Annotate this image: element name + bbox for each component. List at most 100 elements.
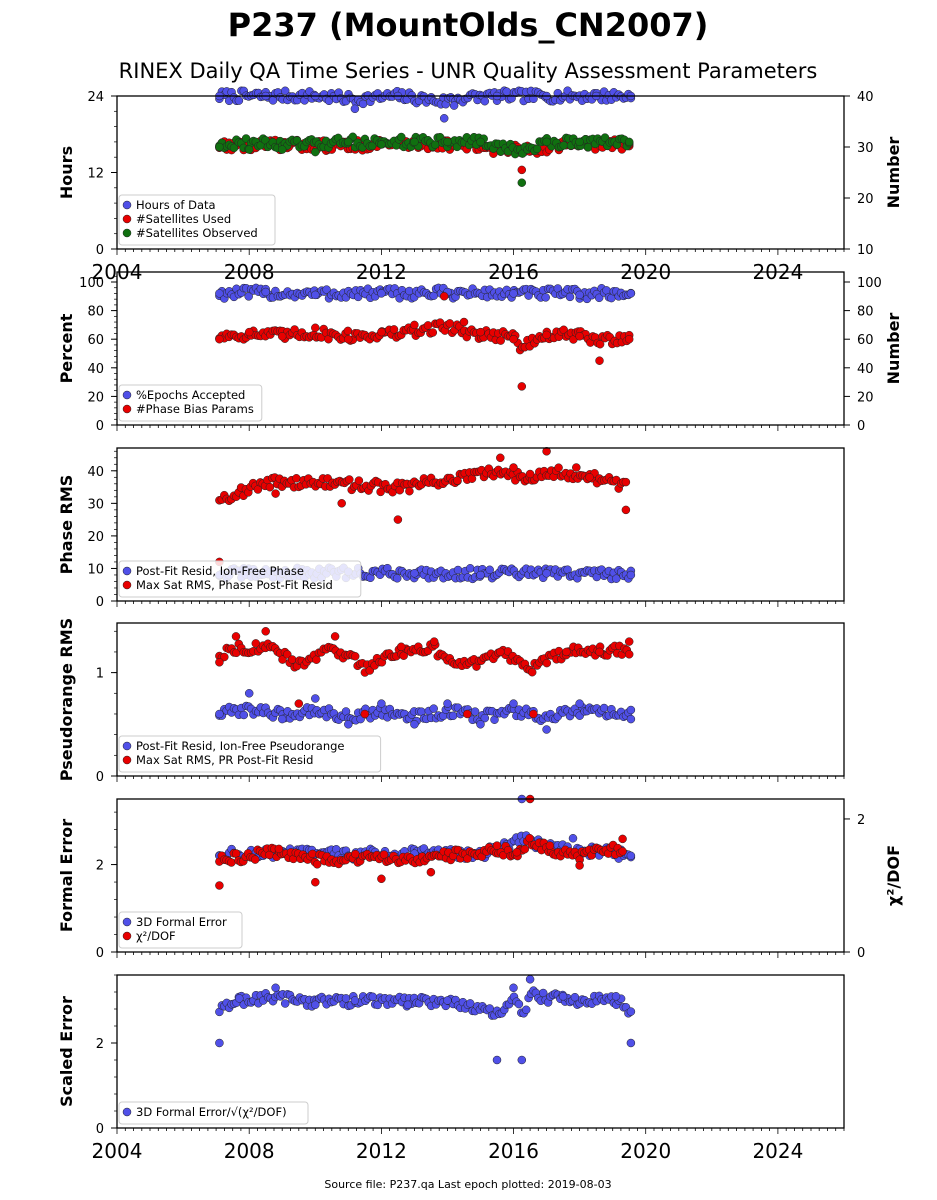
data-point [377,289,386,298]
data-point [215,881,224,890]
data-point [244,327,254,337]
data-point [280,999,290,1008]
data-point [465,999,475,1008]
data-point [311,290,320,300]
y-right-tick-label: 40 [857,362,874,377]
data-point [542,725,551,734]
x-ticks [116,1128,845,1134]
data-point [465,564,475,573]
data-point [274,844,284,854]
data-point [322,285,331,294]
data-point [545,841,555,850]
data-point [480,96,490,106]
data-point [541,293,550,302]
data-point [621,505,631,515]
data-point [215,709,224,719]
y-axis-label: Percent [57,313,76,383]
y-tick-label: 60 [87,333,104,348]
data-point [396,642,406,652]
data-point [624,650,634,659]
data-point [626,851,636,861]
y-tick-label: 20 [87,530,104,545]
legend-label: 3D Formal Error [136,915,227,929]
y-tick-label: 80 [87,305,104,320]
data-point [559,141,568,150]
data-point [512,847,522,857]
data-point [410,569,419,578]
data-point [244,689,254,698]
data-points-3 [215,447,636,584]
y-tick-label: 1 [96,667,104,682]
legend-label: χ²/DOF [136,929,176,943]
y-right-axis-label: χ²/DOF [884,845,903,906]
data-point [612,574,621,583]
data-point [525,975,535,984]
data-point [312,860,322,869]
data-point [439,292,449,301]
data-point [265,482,275,492]
data-point [618,834,627,844]
x-ticks [116,601,845,607]
data-point [509,289,518,298]
panels: 2004 2008 2012 2016 2020 202401224Hours102030… [57,86,903,1163]
data-points-2 [215,283,636,391]
data-point [583,142,593,152]
x-ticks [116,425,845,431]
data-point [423,321,433,330]
data-point [294,699,304,708]
data-points-4 [215,627,636,734]
y-right-axis-label: Number [884,313,903,385]
data-point [542,658,552,668]
data-point [426,867,436,877]
data-point [496,453,505,463]
data-point [344,334,353,344]
data-point [377,874,386,884]
legend-label: #Phase Bias Params [136,402,254,416]
data-points-1 [215,86,636,187]
series-2-2 [215,292,634,391]
y-tick-label: 100 [79,276,104,291]
data-point [350,996,360,1005]
data-point [585,473,594,482]
data-point [517,1055,527,1065]
legend-marker [122,390,132,400]
data-point [542,330,551,340]
legend: Hours of Data#Satellites Used#Satellites… [118,194,276,246]
data-point [521,1005,531,1015]
data-point [354,476,364,485]
y-right-tick-label: 0 [857,946,865,961]
y-axis-label: Formal Error [57,819,76,932]
legend-marker [122,931,132,941]
data-point [215,334,224,344]
legend-marker [122,214,132,224]
data-point [271,489,280,498]
data-point [443,137,452,147]
data-point [626,289,636,298]
y-tick-label: 0 [96,770,104,785]
data-point [626,570,636,580]
data-point [350,104,360,114]
chart-panel-3: 0 10 20 30 40 Phase RMS Post-Fit Resid, Ion-Fr… [57,447,845,610]
legend: 3D Formal Error/√(χ²/DOF) [118,1101,309,1125]
data-point [215,142,224,152]
x-tick-label: 2016 [488,1139,539,1163]
data-point [485,565,494,575]
y-right-tick-label: 0 [857,419,865,434]
data-point [215,658,224,667]
data-point [470,707,480,716]
data-point [492,1055,502,1065]
data-point [463,709,472,719]
data-point [568,834,578,843]
data-point [271,983,280,993]
data-point [509,699,518,708]
data-point [624,637,634,646]
data-point [429,637,439,646]
x-tick-label: 2012 [356,1139,407,1163]
legend-label: Max Sat RMS, Phase Post-Fit Resid [136,578,333,592]
data-point [428,328,438,337]
data-point [231,632,241,641]
y-tick-label: 2 [96,859,104,874]
y-axis-label: Hours [57,146,76,199]
data-point [575,332,584,341]
